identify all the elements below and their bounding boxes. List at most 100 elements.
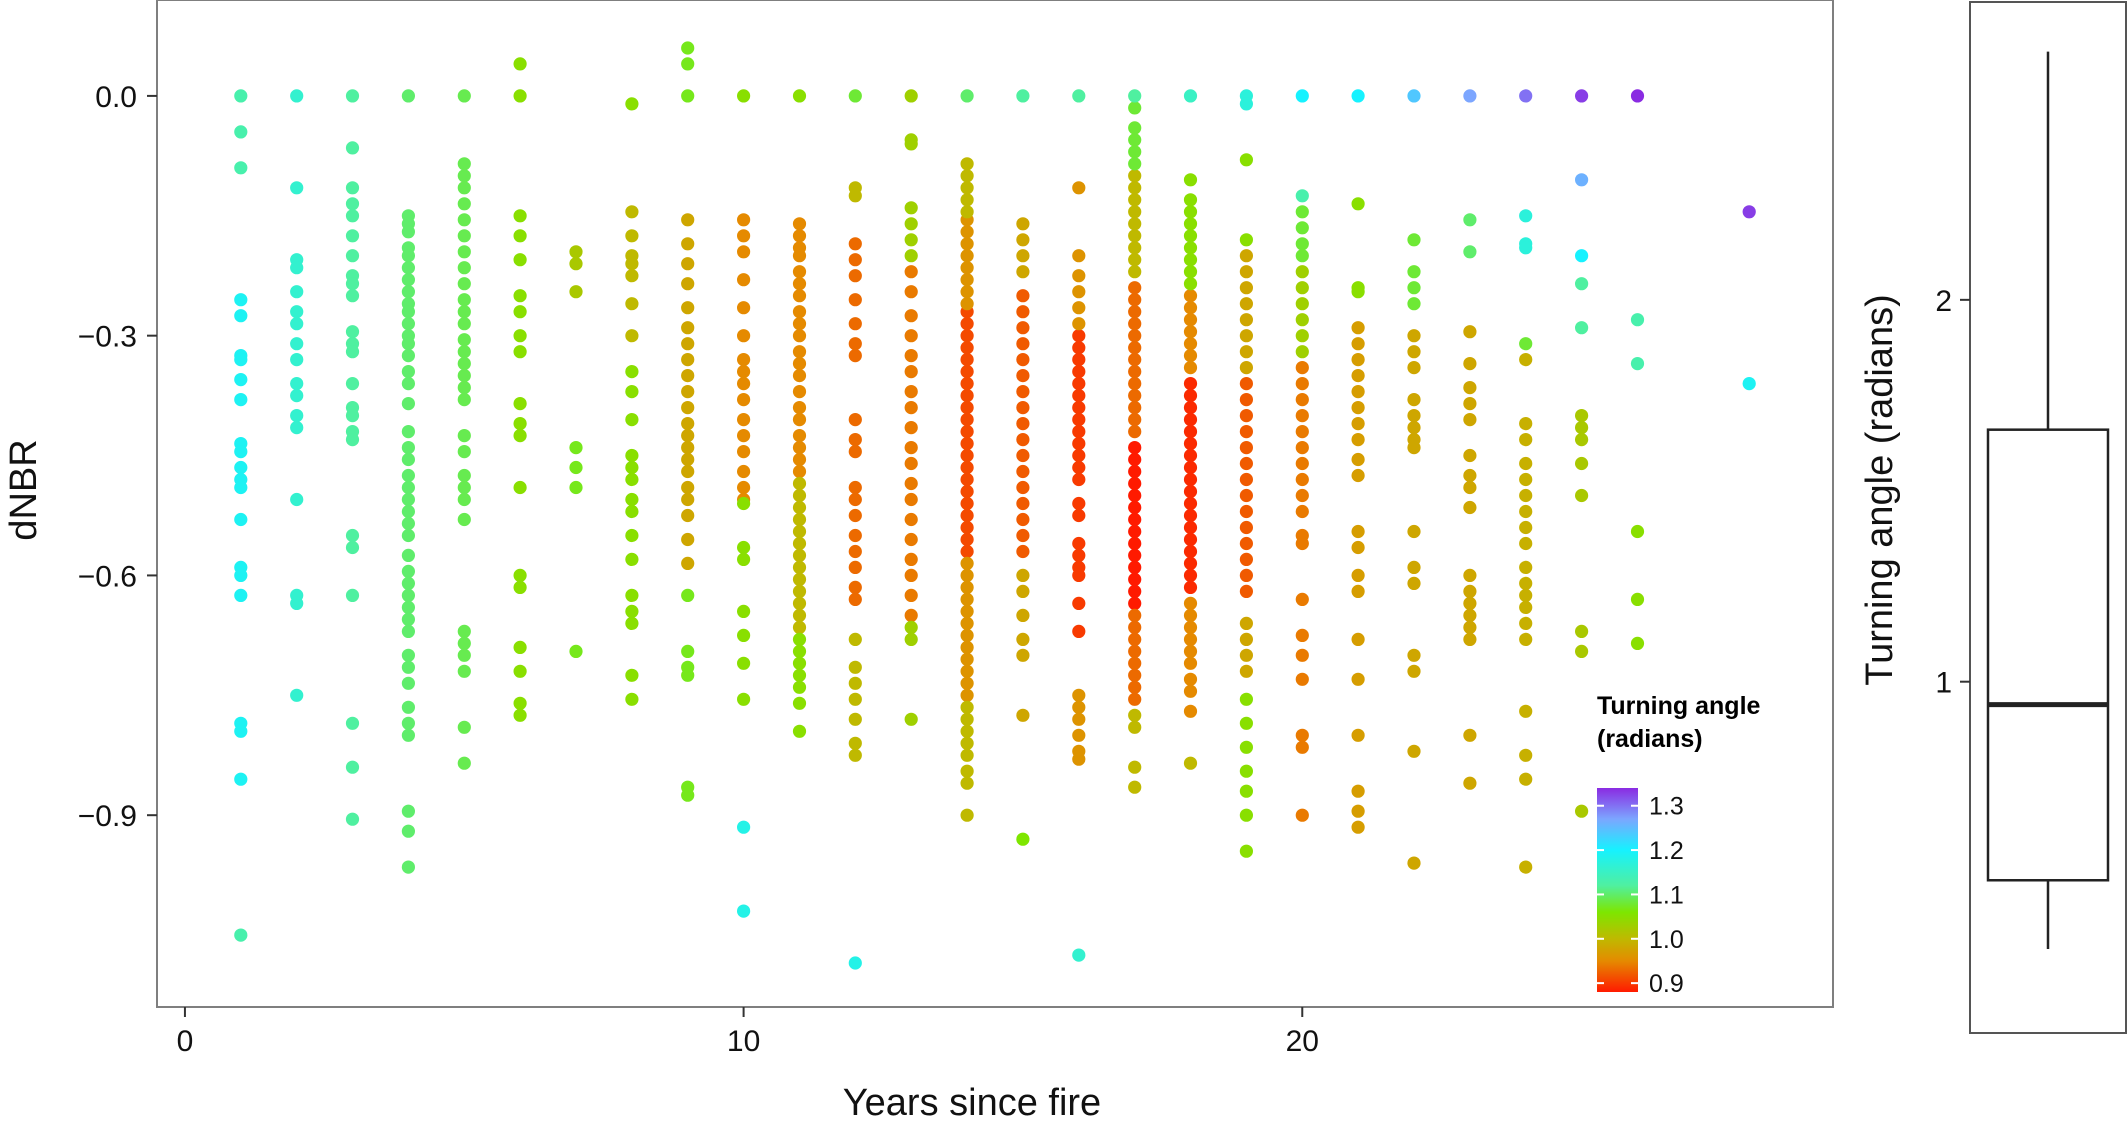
scatter-point xyxy=(513,417,527,431)
y-axis-title: dNBR xyxy=(3,439,45,540)
box-plot xyxy=(1986,51,2110,949)
scatter-point xyxy=(904,265,918,279)
scatter-point xyxy=(1072,596,1086,611)
scatter-point xyxy=(848,293,862,307)
scatter-point xyxy=(1575,249,1589,263)
scatter-point xyxy=(1295,425,1309,439)
scatter-point xyxy=(737,540,751,555)
scatter-point xyxy=(1183,217,1198,231)
scatter-point xyxy=(345,197,360,211)
scatter-point xyxy=(1295,189,1309,203)
scatter-point xyxy=(904,512,918,527)
scatter-point xyxy=(1072,624,1086,639)
scatter-point xyxy=(513,89,527,103)
scatter-point xyxy=(457,213,471,227)
scatter-point xyxy=(904,588,918,603)
scatter-point xyxy=(1128,441,1142,455)
scatter-point xyxy=(1575,173,1589,187)
scatter-point xyxy=(345,141,360,155)
scatter-point xyxy=(513,57,527,71)
scatter-point xyxy=(569,480,583,495)
scatter-point xyxy=(625,588,639,603)
scatter-point xyxy=(1519,433,1533,447)
scatter-point xyxy=(1239,692,1253,706)
scatter-point xyxy=(1351,728,1365,742)
scatter-point xyxy=(401,397,415,411)
scatter-point xyxy=(1407,393,1421,407)
scatter-point xyxy=(1128,157,1142,171)
x-axis-title: Years since fire xyxy=(843,1082,1101,1123)
scatter-point xyxy=(1351,568,1365,583)
scatter-point xyxy=(960,181,974,195)
scatter-point xyxy=(792,500,807,515)
scatter-point xyxy=(345,540,360,555)
scatter-point xyxy=(904,349,918,363)
scatter-point xyxy=(1016,496,1030,511)
scatter-point xyxy=(1128,377,1142,391)
scatter-point xyxy=(681,277,695,291)
scatter-point xyxy=(792,680,807,694)
scatter-point xyxy=(904,532,918,547)
scatter-point xyxy=(401,516,415,531)
scatter-point xyxy=(960,448,974,463)
scatter-point xyxy=(457,636,471,651)
scatter-point xyxy=(681,369,695,383)
scatter-point xyxy=(1072,377,1086,391)
scatter-point xyxy=(960,764,974,778)
scatter-point xyxy=(1183,173,1198,187)
scatter-point xyxy=(1463,245,1477,259)
scatter-point xyxy=(1407,297,1421,311)
scatter-point xyxy=(1407,345,1421,359)
legend-title-line2: (radians) xyxy=(1597,725,1703,753)
scatter-point xyxy=(1128,608,1142,623)
scatter-point xyxy=(1183,437,1198,451)
scatter-point xyxy=(681,429,695,443)
scatter-point xyxy=(1295,488,1309,503)
scatter-point xyxy=(904,712,918,726)
scatter-point xyxy=(848,736,862,750)
y-tick-label: −0.9 xyxy=(78,800,137,833)
legend-tick-label: 0.9 xyxy=(1649,970,1684,998)
scatter-point xyxy=(848,337,862,351)
scatter-point xyxy=(1239,584,1253,599)
scatter-point xyxy=(569,257,583,271)
scatter-point xyxy=(1128,596,1142,611)
scatter-point xyxy=(457,381,471,395)
scatter-point xyxy=(457,89,471,103)
scatter-point xyxy=(960,520,974,535)
scatter-point xyxy=(1072,948,1086,962)
scatter-point xyxy=(234,125,248,139)
scatter-point xyxy=(625,365,639,379)
scatter-point xyxy=(234,445,248,459)
scatter-point xyxy=(1407,524,1421,539)
scatter-point xyxy=(1351,321,1365,335)
scatter-point xyxy=(1183,89,1198,103)
scatter-point xyxy=(1128,169,1142,183)
scatter-point xyxy=(1239,249,1253,263)
scatter-point xyxy=(960,664,974,678)
scatter-point xyxy=(1072,460,1086,475)
boxplot-y-axis-title: Turning angle (radians) xyxy=(1859,294,1901,685)
scatter-point xyxy=(625,329,639,343)
box-panel: 12 Turning angle (radians) xyxy=(1859,1,2127,1034)
scatter-point xyxy=(737,377,751,391)
scatter-point xyxy=(1183,389,1198,403)
x-tick-label: 20 xyxy=(1286,1025,1319,1058)
scatter-point xyxy=(960,437,974,451)
scatter-point xyxy=(345,289,360,303)
scatter-point xyxy=(904,309,918,323)
scatter-point xyxy=(1463,584,1477,599)
scatter-point xyxy=(457,492,471,507)
scatter-point xyxy=(401,273,415,287)
scatter-point xyxy=(1128,500,1142,515)
scatter-point xyxy=(792,452,807,467)
scatter-point xyxy=(848,445,862,459)
scatter-point xyxy=(1239,425,1253,439)
scatter-point xyxy=(1407,421,1421,435)
scatter-point xyxy=(960,748,974,762)
scatter-point xyxy=(1463,325,1477,339)
scatter-point xyxy=(1295,808,1309,822)
scatter-point xyxy=(1128,145,1142,159)
scatter-point xyxy=(1016,648,1030,662)
scatter-point xyxy=(1630,592,1645,607)
